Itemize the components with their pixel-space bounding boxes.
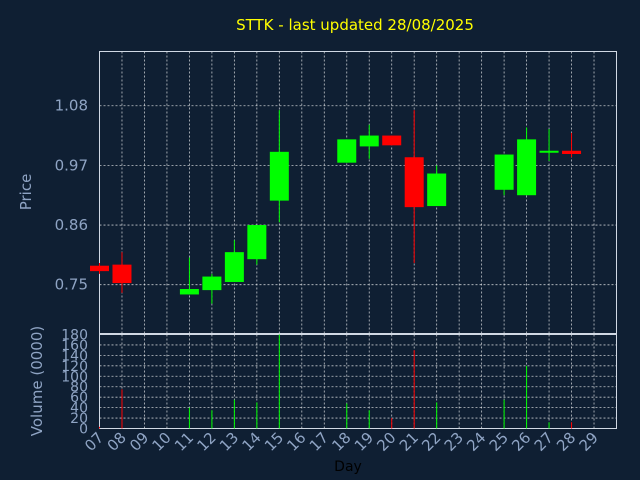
candle-body xyxy=(427,173,447,207)
volume-tick-label: 140 xyxy=(61,348,88,364)
candle-body xyxy=(247,225,267,260)
candle-body xyxy=(90,265,109,272)
price-tick-label: 0.97 xyxy=(55,156,88,174)
volume-gridlines xyxy=(99,334,617,429)
price-tick-labels: 0.75 0.86 0.97 1.08 xyxy=(55,97,88,294)
candle-body xyxy=(494,154,514,190)
candle-body xyxy=(112,264,132,284)
volume-tick-label: 20 xyxy=(70,411,88,427)
volume-plot-frame xyxy=(99,334,617,429)
candle-body xyxy=(179,289,199,295)
volume-tick-label: 40 xyxy=(70,401,88,417)
volume-tick-label: 180 xyxy=(61,328,88,344)
price-tick-label: 0.86 xyxy=(55,216,88,234)
day-tick-labels: 0708091011121314151617181920212223242526… xyxy=(81,429,602,455)
volume-tick-label: 120 xyxy=(61,359,88,375)
candle-body xyxy=(202,276,222,291)
candle-body xyxy=(269,151,289,201)
chart-title: STTK - last updated 28/08/2025 xyxy=(236,16,474,34)
candle-body xyxy=(382,135,402,146)
volume-tick-label: 0 xyxy=(79,422,88,438)
volume-tick-label: 160 xyxy=(61,338,88,354)
price-tick-label: 1.08 xyxy=(55,97,88,115)
volume-tick-label: 80 xyxy=(70,380,88,396)
candle-body xyxy=(404,157,424,208)
candlestick-series xyxy=(90,110,582,304)
price-plot-frame xyxy=(99,51,617,334)
price-gridlines xyxy=(99,51,617,334)
volume-tick-label: 100 xyxy=(61,369,88,385)
candle-body xyxy=(539,150,559,153)
volume-series xyxy=(99,334,573,429)
day-axis-label: Day xyxy=(334,459,362,475)
volume-tick-label: 60 xyxy=(70,390,88,406)
candle-body xyxy=(337,139,357,163)
price-axis-label: Price xyxy=(17,174,35,211)
candle-body xyxy=(224,252,244,282)
candle-body xyxy=(517,139,537,196)
day-tick-label: 29 xyxy=(576,429,602,455)
price-tick-label: 0.75 xyxy=(55,276,88,294)
candle-body xyxy=(359,135,379,147)
volume-axis-label: Volume (0000) xyxy=(28,326,46,436)
candle-body xyxy=(562,150,582,154)
